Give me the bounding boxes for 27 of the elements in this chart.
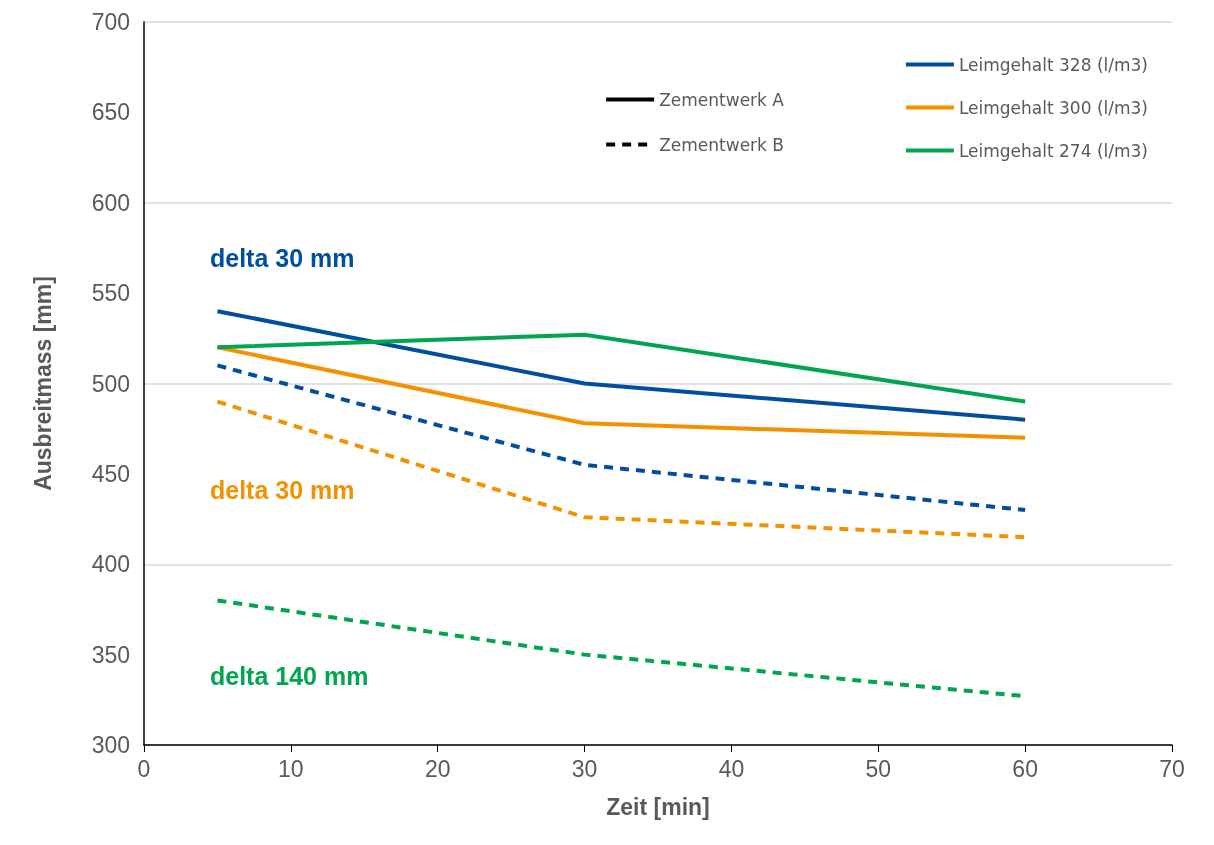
y-tick-label: 300	[91, 732, 130, 758]
legend-label: Leimgehalt 328 (l/m3)	[958, 54, 1148, 75]
x-tick-label: 60	[1012, 755, 1038, 782]
annotation: delta 30 mm	[210, 475, 355, 504]
annotation: delta 30 mm	[210, 243, 355, 272]
x-tick-label: 40	[718, 755, 745, 782]
annotation: delta 140 mm	[210, 661, 369, 690]
y-tick-label: 550	[91, 280, 130, 307]
x-axis-title: Zeit [min]	[606, 793, 710, 820]
x-tick-label: 70	[1159, 755, 1185, 782]
x-tick-label: 30	[571, 755, 598, 782]
y-tick-label: 600	[91, 189, 130, 216]
x-tick-label: 20	[424, 755, 451, 782]
y-tick-label: 450	[91, 460, 130, 487]
y-axis-title: Ausbreitmass [mm]	[29, 276, 56, 491]
legend-label: Zementwerk A	[659, 89, 785, 110]
legend-label: Leimgehalt 300 (l/m3)	[958, 97, 1148, 118]
x-tick-label: 0	[137, 755, 151, 782]
x-tick-label: 10	[278, 755, 304, 782]
legend-label: Zementwerk B	[659, 134, 784, 155]
x-tick-label: 50	[865, 755, 892, 782]
y-tick-label: 350	[91, 641, 130, 668]
y-tick-label: 400	[91, 551, 130, 578]
y-tick-label: 650	[91, 99, 130, 126]
y-tick-label: 700	[91, 9, 130, 35]
y-tick-label: 500	[91, 370, 130, 397]
legend-label: Leimgehalt 274 (l/m3)	[958, 140, 1148, 161]
